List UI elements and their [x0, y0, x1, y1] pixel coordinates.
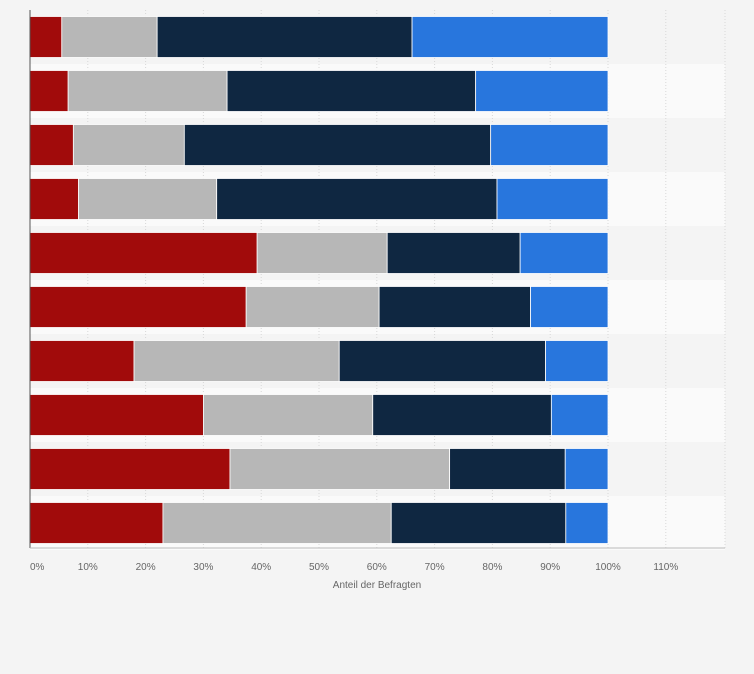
- bar-segment: [564, 448, 609, 490]
- x-tick-label: 100%: [595, 562, 621, 573]
- bar-segment: [61, 16, 158, 58]
- bar-segment: [72, 124, 185, 166]
- bar-segment: [67, 70, 228, 112]
- bar-segment: [29, 124, 74, 166]
- bar-segment: [378, 286, 531, 328]
- bar-segment: [133, 340, 340, 382]
- bar-segment: [156, 16, 413, 58]
- x-tick-label: 70%: [425, 562, 445, 573]
- bar-segment: [29, 16, 63, 58]
- bar-segment: [449, 448, 566, 490]
- bar-segment: [550, 394, 609, 436]
- bar-segment: [202, 394, 374, 436]
- bar-segment: [545, 340, 609, 382]
- bar-segment: [162, 502, 392, 544]
- bar-segment: [496, 178, 609, 220]
- bar-segment: [390, 502, 567, 544]
- x-tick-label: 50%: [309, 562, 329, 573]
- bar-segment: [78, 178, 218, 220]
- x-tick-label: 110%: [653, 562, 678, 573]
- bar-segment: [530, 286, 609, 328]
- x-tick-label: 80%: [482, 562, 502, 573]
- bar-segment: [29, 502, 164, 544]
- bar-segment: [338, 340, 546, 382]
- x-tick-label: 0%: [30, 562, 45, 573]
- x-tick-label: 20%: [136, 562, 156, 573]
- x-tick-label: 30%: [193, 562, 213, 573]
- bar-segment: [183, 124, 492, 166]
- bar-segment: [226, 70, 477, 112]
- bar-segment: [29, 340, 135, 382]
- bar-segment: [372, 394, 552, 436]
- bar-segment: [29, 394, 204, 436]
- x-tick-label: 60%: [367, 562, 387, 573]
- bar-segment: [490, 124, 609, 166]
- bar-segment: [475, 70, 609, 112]
- bar-segment: [29, 178, 79, 220]
- bar-segment: [216, 178, 498, 220]
- bar-segment: [29, 70, 69, 112]
- bar-segment: [29, 232, 258, 274]
- x-tick-label: 40%: [251, 562, 271, 573]
- x-axis-title: Anteil der Befragten: [333, 580, 421, 591]
- x-tick-label: 10%: [78, 562, 98, 573]
- bar-segment: [519, 232, 609, 274]
- bar-segment: [565, 502, 609, 544]
- bar-segment: [29, 448, 231, 490]
- bar-segment: [411, 16, 609, 58]
- bar-segment: [29, 286, 247, 328]
- bar-segment: [386, 232, 521, 274]
- bar-segment: [256, 232, 388, 274]
- bar-segment: [245, 286, 380, 328]
- x-tick-label: 90%: [540, 562, 560, 573]
- bar-segment: [229, 448, 451, 490]
